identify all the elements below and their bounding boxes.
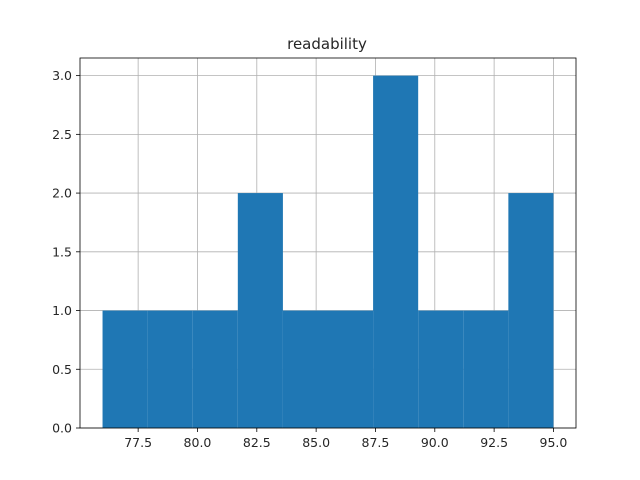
x-tick-label: 85.0 [302,435,330,450]
x-axis-ticks: 77.5 80.0 82.5 85.0 87.5 90.0 92.5 95.0 [124,428,567,450]
histogram-bar-5 [328,310,374,428]
y-tick-label: 0.0 [52,421,72,436]
y-tick-label: 2.0 [52,186,72,201]
y-tick-label: 2.5 [52,127,72,142]
histogram-bar-3 [237,193,283,428]
x-tick-label: 80.0 [184,435,212,450]
x-tick-label: 77.5 [124,435,152,450]
x-tick-label: 95.0 [540,435,568,450]
plot-frame [79,57,577,429]
axes-frame [79,57,577,429]
histogram-bar-1 [147,310,193,428]
histogram-bar-9 [508,193,554,428]
histogram-bar-0 [102,310,148,428]
histogram-bars [102,75,554,428]
x-tick-label: 82.5 [243,435,271,450]
histogram-bar-7 [418,310,464,428]
x-tick-label: 87.5 [362,435,390,450]
x-tick-label: 90.0 [421,435,449,450]
histogram-bar-8 [463,310,509,428]
histogram-bar-2 [192,310,238,428]
y-tick-label: 1.0 [52,303,72,318]
histogram-bar-6 [373,75,419,428]
y-tick-label: 0.5 [52,362,72,377]
y-tick-label: 1.5 [52,244,72,259]
chart-title: readability [287,35,367,53]
histogram-bar-4 [282,310,328,428]
y-tick-label: 3.0 [52,68,72,83]
y-axis-ticks: 0.0 0.5 1.0 1.5 2.0 2.5 3.0 [52,68,80,436]
x-tick-label: 92.5 [480,435,508,450]
